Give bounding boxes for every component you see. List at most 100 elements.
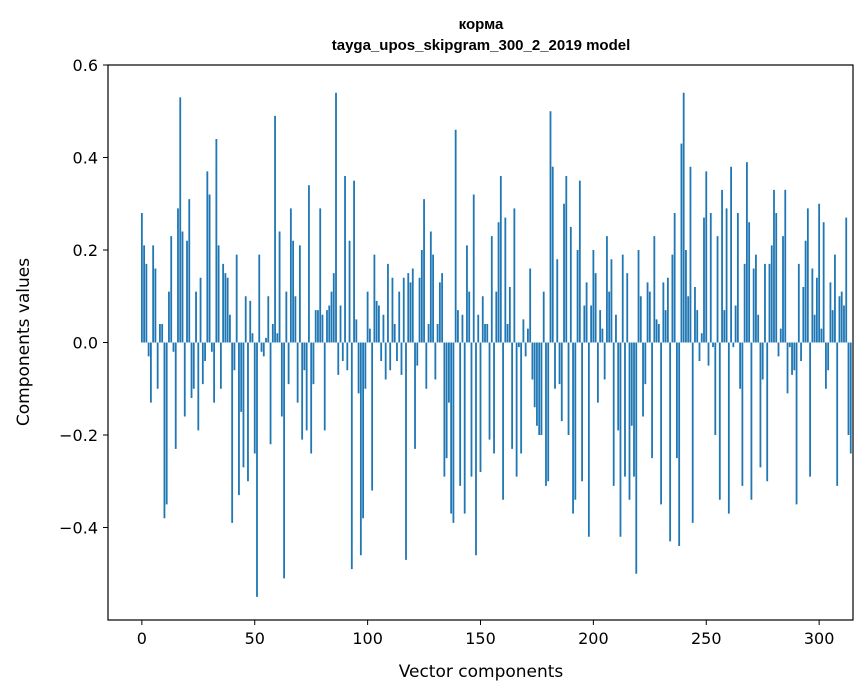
bar-72 [303,342,306,371]
bar-193 [576,250,579,343]
bar-125 [423,199,425,343]
bar-293 [802,287,805,343]
bar-130 [434,342,437,380]
bar-314 [849,342,852,454]
bar-43 [238,342,240,496]
bar-175 [536,342,538,426]
bar-111 [391,277,394,343]
x-tick-label: 150 [465,629,496,648]
bar-198 [587,342,590,537]
bar-154 [488,342,491,440]
bar-166 [515,342,518,477]
bar-104 [375,300,378,343]
bar-219 [635,342,638,574]
bar-127 [427,324,430,343]
bar-84 [330,291,333,343]
bar-59 [274,115,276,343]
bar-255 [716,236,719,343]
bar-138 [452,342,455,523]
bar-101 [368,328,371,343]
bar-117 [405,342,407,560]
bar-8 [159,324,161,343]
bar-67 [292,240,295,343]
bar-302 [822,222,825,343]
bar-38 [226,277,229,343]
bar-123 [418,277,421,343]
bar-0 [140,213,143,343]
bar-94 [353,180,355,343]
bar-128 [429,231,432,343]
bar-181 [549,111,552,343]
bar-155 [490,236,493,343]
bar-139 [454,129,457,343]
bar-259 [725,208,728,343]
bar-180 [547,342,550,482]
bar-36 [222,263,225,343]
bar-312 [845,217,848,343]
bar-27 [201,342,204,385]
bar-258 [723,310,726,343]
bar-203 [599,310,602,343]
bar-91 [346,342,349,371]
bar-131 [436,324,439,343]
bar-238 [678,342,681,546]
bar-88 [339,305,342,343]
bar-310 [840,291,843,343]
bar-185 [558,342,561,385]
bar-163 [508,287,511,343]
bar-48 [249,300,252,343]
bar-118 [407,273,410,343]
bar-149 [477,314,480,343]
bar-251 [707,342,710,366]
bar-47 [247,342,249,482]
bar-42 [235,254,238,343]
bar-113 [396,342,398,361]
bar-37 [224,273,227,343]
bar-306 [831,310,834,343]
bar-126 [425,342,428,389]
bar-108 [384,342,387,380]
bar-116 [402,277,405,343]
bar-89 [341,342,344,361]
bar-275 [761,342,764,380]
bar-77 [314,310,317,343]
bar-205 [603,342,606,380]
bar-28 [204,342,206,361]
bar-86 [335,92,337,343]
x-tick-label: 250 [691,629,722,648]
bar-160 [502,342,504,500]
chart-title: корма [459,16,504,33]
bar-189 [567,342,570,435]
y-axis-label: Components values [14,258,34,426]
bar-211 [617,342,620,431]
bar-41 [233,342,236,371]
bar-11 [165,342,168,505]
bar-25 [197,342,200,431]
bar-242 [687,296,690,343]
bar-213 [621,254,624,343]
bar-147 [472,194,475,343]
bar-266 [741,342,744,486]
bar-165 [513,208,516,343]
bar-268 [745,162,748,343]
bar-197 [585,282,588,343]
bar-290 [795,342,798,505]
bar-239 [680,143,683,343]
bar-52 [258,254,261,343]
bar-157 [495,291,498,343]
bar-161 [504,217,507,343]
bar-249 [703,217,705,343]
bar-145 [468,291,471,343]
bar-220 [637,250,640,343]
bar-179 [545,342,547,486]
bar-292 [800,342,802,361]
bar-39 [229,314,231,343]
bar-240 [682,92,685,343]
bar-82 [326,310,328,343]
bar-20 [186,240,188,343]
bar-18 [181,231,184,343]
bar-279 [770,245,773,343]
bar-307 [834,254,836,343]
bar-121 [414,342,416,449]
bar-57 [269,342,272,445]
